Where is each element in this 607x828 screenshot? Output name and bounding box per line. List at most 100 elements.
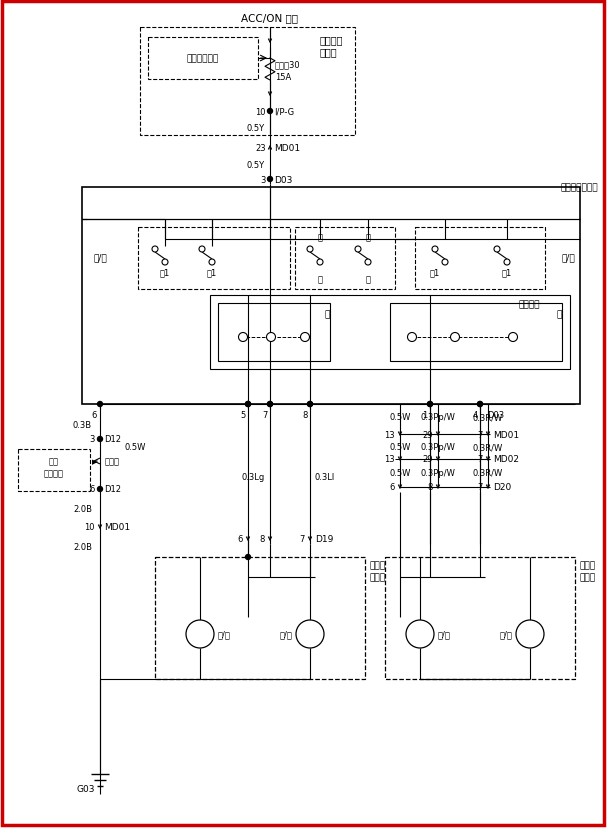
Text: 3: 3: [90, 435, 95, 444]
Text: 降1: 降1: [160, 268, 170, 277]
Text: 0.3Lg: 0.3Lg: [242, 473, 265, 482]
Text: 1: 1: [422, 410, 427, 419]
Circle shape: [442, 260, 448, 266]
Circle shape: [209, 260, 215, 266]
Text: 左: 左: [325, 310, 330, 319]
Bar: [155, 557, 365, 679]
Text: 后视镜: 后视镜: [370, 573, 386, 582]
Text: 降: 降: [365, 233, 370, 243]
Circle shape: [268, 402, 273, 407]
Text: 10: 10: [84, 522, 95, 532]
Bar: [138, 228, 290, 290]
Text: 后视镜: 后视镜: [580, 573, 596, 582]
Bar: [385, 557, 575, 679]
Bar: [210, 296, 570, 369]
Circle shape: [406, 620, 434, 648]
Text: 7: 7: [262, 410, 268, 419]
Text: 29: 29: [422, 430, 433, 439]
Text: 10: 10: [256, 108, 266, 117]
Circle shape: [98, 487, 103, 492]
Circle shape: [432, 247, 438, 253]
Text: 2.0B: 2.0B: [73, 505, 92, 514]
Text: 13: 13: [384, 430, 395, 439]
Text: 0.3R/W: 0.3R/W: [473, 443, 503, 452]
Text: 0.3B: 0.3B: [73, 420, 92, 429]
Text: 右/左: 右/左: [561, 253, 575, 262]
Circle shape: [478, 402, 483, 407]
Text: 7: 7: [478, 483, 483, 492]
Text: 7: 7: [478, 455, 483, 464]
Text: 4: 4: [472, 410, 478, 419]
Text: 右: 右: [557, 310, 562, 319]
Circle shape: [427, 402, 433, 407]
Text: 0.3R/W: 0.3R/W: [473, 413, 503, 422]
Text: 8: 8: [427, 483, 433, 492]
Text: 升/降: 升/降: [93, 253, 107, 262]
Text: 右: 右: [317, 275, 322, 284]
Circle shape: [509, 333, 518, 342]
Circle shape: [355, 247, 361, 253]
Text: 2.0B: 2.0B: [73, 543, 92, 551]
Circle shape: [98, 402, 103, 407]
Text: 7: 7: [300, 535, 305, 544]
Circle shape: [245, 555, 251, 560]
Circle shape: [300, 333, 310, 342]
Text: MD01: MD01: [493, 430, 519, 439]
Circle shape: [162, 260, 168, 266]
Text: M: M: [305, 629, 315, 639]
Text: 左/右: 左/右: [499, 630, 512, 638]
Text: ▶: ▶: [92, 459, 98, 465]
Text: 8: 8: [260, 535, 265, 544]
Bar: [148, 38, 258, 80]
Circle shape: [308, 402, 313, 407]
Text: 搭铁分布: 搭铁分布: [44, 469, 64, 478]
Text: 前乘客侧: 前乘客侧: [320, 35, 344, 45]
Text: 0.5Y: 0.5Y: [247, 161, 265, 169]
Text: 0.3Ll: 0.3Ll: [315, 473, 335, 482]
Text: 13: 13: [384, 455, 395, 464]
Bar: [18, 450, 90, 491]
Text: M: M: [415, 629, 425, 639]
Text: 升1: 升1: [207, 268, 217, 277]
Text: G03: G03: [76, 785, 95, 793]
Text: 连接器: 连接器: [105, 457, 120, 466]
Text: 升: 升: [317, 233, 322, 243]
Text: 选择开关: 选择开关: [518, 300, 540, 309]
Text: 6: 6: [91, 410, 97, 419]
Bar: [415, 228, 545, 290]
Bar: [295, 228, 395, 290]
Text: ACC/ON 电源: ACC/ON 电源: [242, 13, 299, 23]
Text: 左: 左: [365, 275, 370, 284]
Bar: [82, 188, 580, 405]
Text: 左/右: 左/右: [279, 630, 292, 638]
Text: 0.5W: 0.5W: [124, 443, 146, 452]
Circle shape: [516, 620, 544, 648]
Text: 0.5Y: 0.5Y: [247, 123, 265, 132]
Bar: [140, 28, 355, 136]
Text: 15A: 15A: [275, 72, 291, 81]
Text: MD01: MD01: [104, 522, 130, 532]
Text: D19: D19: [315, 535, 333, 544]
Bar: [218, 304, 330, 362]
Circle shape: [478, 402, 483, 407]
Text: 升/降: 升/降: [218, 630, 231, 638]
Text: 5: 5: [240, 410, 246, 419]
Text: 6: 6: [390, 483, 395, 492]
Text: 升/降: 升/降: [438, 630, 451, 638]
Text: MD02: MD02: [493, 455, 519, 464]
Text: 0.3R/W: 0.3R/W: [473, 468, 503, 477]
Text: 左电动: 左电动: [370, 561, 386, 570]
Text: 接线盒: 接线盒: [320, 47, 337, 57]
Circle shape: [245, 402, 251, 407]
Text: 7: 7: [478, 430, 483, 439]
Circle shape: [245, 402, 251, 407]
Text: 8: 8: [302, 410, 308, 419]
Circle shape: [239, 333, 248, 342]
Circle shape: [317, 260, 323, 266]
Text: 0.3Pp/W: 0.3Pp/W: [421, 413, 455, 422]
Circle shape: [427, 402, 433, 407]
Circle shape: [494, 247, 500, 253]
Text: 23: 23: [256, 143, 266, 152]
Circle shape: [199, 247, 205, 253]
Circle shape: [186, 620, 214, 648]
